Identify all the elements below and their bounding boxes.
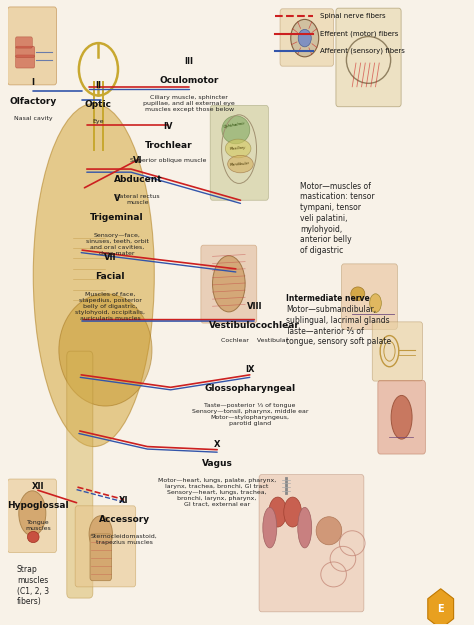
Text: Strap
muscles
(C1, 2, 3
fibers): Strap muscles (C1, 2, 3 fibers) — [17, 565, 49, 606]
Text: Olfactory: Olfactory — [9, 98, 57, 106]
Text: Superior oblique muscle: Superior oblique muscle — [130, 159, 207, 164]
FancyBboxPatch shape — [210, 106, 268, 200]
Text: II: II — [95, 81, 101, 91]
FancyBboxPatch shape — [342, 264, 397, 329]
Text: VII: VII — [104, 253, 116, 262]
Ellipse shape — [370, 294, 382, 312]
Ellipse shape — [19, 491, 46, 536]
Ellipse shape — [228, 156, 253, 172]
Ellipse shape — [27, 531, 39, 542]
Text: Muscles of face,
stapedius, posterior
belly of digastric,
stylohyoid, occipitali: Muscles of face, stapedius, posterior be… — [75, 292, 145, 321]
Text: Lateral rectus
muscle: Lateral rectus muscle — [116, 194, 160, 205]
FancyBboxPatch shape — [8, 7, 56, 85]
FancyBboxPatch shape — [8, 479, 56, 552]
Text: Spinal nerve fibers: Spinal nerve fibers — [319, 13, 385, 19]
Text: Sternocleidomastoid,
trapezius muscles: Sternocleidomastoid, trapezius muscles — [91, 534, 157, 545]
Ellipse shape — [89, 516, 112, 552]
FancyBboxPatch shape — [336, 8, 401, 107]
FancyBboxPatch shape — [280, 9, 334, 66]
FancyBboxPatch shape — [16, 46, 35, 58]
Text: Oculomotor: Oculomotor — [160, 76, 219, 84]
Text: Vestibulocochlear: Vestibulocochlear — [209, 321, 300, 329]
Text: VI: VI — [133, 156, 143, 166]
Text: I: I — [32, 78, 35, 88]
Ellipse shape — [263, 508, 277, 548]
Ellipse shape — [33, 104, 155, 447]
Text: Afferent (sensory) fibers: Afferent (sensory) fibers — [319, 48, 404, 54]
Text: Ophthalmic: Ophthalmic — [223, 121, 246, 129]
Ellipse shape — [391, 396, 412, 439]
FancyBboxPatch shape — [16, 55, 35, 68]
Text: Taste—posterior ⅓ of tongue
Sensory—tonsil, pharynx, middle ear
Motor—stylophary: Taste—posterior ⅓ of tongue Sensory—tons… — [191, 403, 308, 426]
Text: X: X — [214, 440, 220, 449]
Ellipse shape — [59, 294, 152, 406]
Text: Motor—muscles of
mastication: tensor
tympani, tensor
veli palatini,
mylohyoid,
a: Motor—muscles of mastication: tensor tym… — [300, 181, 375, 255]
Text: Cochlear    Vestibular: Cochlear Vestibular — [221, 338, 288, 343]
Text: Glossopharyngeal: Glossopharyngeal — [204, 384, 295, 393]
FancyBboxPatch shape — [75, 506, 136, 587]
Text: Nasal cavity: Nasal cavity — [14, 116, 53, 121]
Text: Vagus: Vagus — [202, 459, 233, 468]
Text: Trigeminal: Trigeminal — [90, 213, 144, 222]
Text: VIII: VIII — [246, 302, 262, 311]
Ellipse shape — [269, 497, 287, 527]
Text: Eye: Eye — [93, 119, 104, 124]
Text: Motor—heart, lungs, palate, pharynx,
larynx, trachea, bronchi, GI tract
Sensory—: Motor—heart, lungs, palate, pharynx, lar… — [158, 478, 276, 507]
FancyBboxPatch shape — [16, 37, 32, 48]
Text: XII: XII — [32, 482, 44, 491]
FancyBboxPatch shape — [90, 534, 111, 581]
Text: IV: IV — [164, 122, 173, 131]
Ellipse shape — [225, 139, 251, 158]
Text: III: III — [185, 56, 194, 66]
Text: Trochlear: Trochlear — [145, 141, 192, 150]
FancyBboxPatch shape — [378, 381, 425, 454]
Ellipse shape — [298, 508, 312, 548]
Text: Motor—submandibular,
sublingual, lacrimal glands
Taste—anterior ⅔ of
tongue, sen: Motor—submandibular, sublingual, lacrima… — [286, 305, 391, 346]
Text: Abducent: Abducent — [114, 175, 162, 184]
Text: Hypoglossal: Hypoglossal — [7, 501, 69, 510]
Ellipse shape — [212, 256, 245, 312]
Text: IX: IX — [245, 365, 255, 374]
FancyBboxPatch shape — [201, 245, 257, 323]
Text: E: E — [438, 604, 444, 614]
Ellipse shape — [351, 287, 365, 301]
Text: Optic: Optic — [85, 101, 112, 109]
FancyBboxPatch shape — [259, 474, 364, 612]
Text: Tongue
muscles: Tongue muscles — [25, 519, 51, 531]
FancyBboxPatch shape — [67, 351, 93, 598]
Text: Intermediate nerve: Intermediate nerve — [286, 294, 370, 302]
Circle shape — [291, 19, 319, 57]
Ellipse shape — [316, 517, 342, 545]
Text: Accessory: Accessory — [99, 515, 150, 524]
Text: Sensory—face,
sinuses, teeth, orbit
and oral cavities,
dura mater: Sensory—face, sinuses, teeth, orbit and … — [86, 232, 148, 256]
Text: V: V — [114, 194, 120, 202]
Ellipse shape — [284, 497, 301, 527]
Text: XI: XI — [119, 496, 129, 505]
Text: Facial: Facial — [95, 272, 125, 281]
Text: Maxillary: Maxillary — [229, 145, 246, 151]
Circle shape — [298, 29, 311, 47]
Ellipse shape — [222, 116, 250, 144]
FancyBboxPatch shape — [372, 322, 422, 381]
Text: Mandibular: Mandibular — [230, 161, 250, 167]
Text: Efferent (motor) fibers: Efferent (motor) fibers — [319, 31, 398, 37]
Text: Ciliary muscle, sphincter
pupillae, and all external eye
muscles except those be: Ciliary muscle, sphincter pupillae, and … — [143, 96, 235, 112]
